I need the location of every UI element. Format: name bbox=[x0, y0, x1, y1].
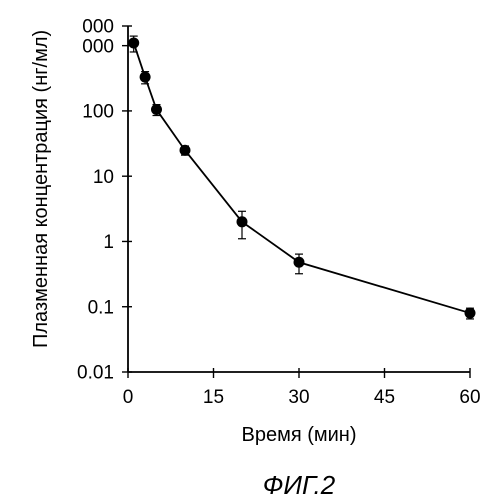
y-tick-label: 0.1 bbox=[88, 297, 114, 318]
x-tick-label: 45 bbox=[374, 387, 395, 408]
data-marker bbox=[151, 104, 162, 115]
y-tick-label: 000 bbox=[82, 36, 114, 57]
data-marker bbox=[237, 216, 248, 227]
figure-container: Плазменная концентрация (нг/мл) Время (м… bbox=[0, 0, 503, 500]
data-marker bbox=[128, 37, 139, 48]
data-marker bbox=[465, 308, 476, 319]
x-tick-label: 15 bbox=[203, 387, 224, 408]
y-tick-label: 100 bbox=[82, 102, 114, 123]
data-marker bbox=[140, 72, 151, 83]
x-tick-label: 0 bbox=[123, 387, 134, 408]
plot-svg: 0 15 30 45 60 0.01 0.1 1 10 100 000000 bbox=[0, 0, 503, 500]
x-tick-label: 30 bbox=[288, 387, 309, 408]
y-tick-label: 000 bbox=[82, 17, 114, 38]
x-tick-label: 60 bbox=[459, 387, 480, 408]
y-tick-label: 10 bbox=[93, 167, 114, 188]
y-tick-label: 0.01 bbox=[77, 363, 114, 384]
y-tick-label: 1 bbox=[103, 232, 114, 253]
data-marker bbox=[180, 145, 191, 156]
data-marker bbox=[294, 257, 305, 268]
